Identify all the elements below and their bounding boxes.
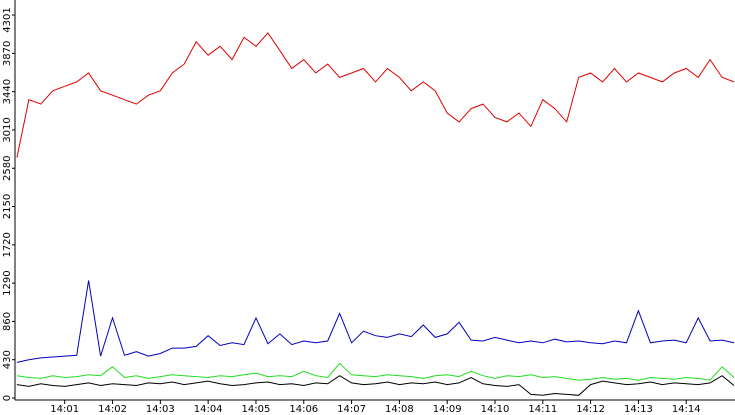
y-tick-label: 3010 [2,117,13,142]
y-tick-label: 430 [2,350,13,369]
y-tick-label: 1720 [2,232,13,257]
y-tick-label: 0 [2,395,13,401]
y-tick-label: 2150 [2,194,13,219]
x-tick-label: 14:04 [194,404,223,415]
y-tick-label: 2580 [2,156,13,181]
y-tick-label: 3440 [2,79,13,104]
series-line [16,375,735,396]
x-tick-label: 14:09 [433,404,462,415]
x-tick-label: 14:06 [289,404,318,415]
x-tick-label: 14:12 [576,404,605,415]
y-tick-label: 860 [2,312,13,331]
series-line [16,280,735,363]
y-tick-label: 1290 [2,270,13,295]
x-tick-label: 14:07 [337,404,366,415]
x-tick-label: 14:05 [242,404,271,415]
x-tick-label: 14:03 [146,404,175,415]
x-tick-label: 14:14 [672,404,701,415]
y-tick-label: 4301 [2,7,13,32]
x-tick-label: 14:01 [50,404,79,415]
series-line [16,362,735,381]
x-tick-label: 14:13 [624,404,653,415]
x-tick-label: 14:10 [481,404,510,415]
x-tick-label: 14:08 [385,404,414,415]
x-tick-label: 14:11 [528,404,557,415]
y-tick-label: 3870 [2,41,13,66]
series-line [16,32,735,158]
x-tick-label: 14:02 [98,404,127,415]
